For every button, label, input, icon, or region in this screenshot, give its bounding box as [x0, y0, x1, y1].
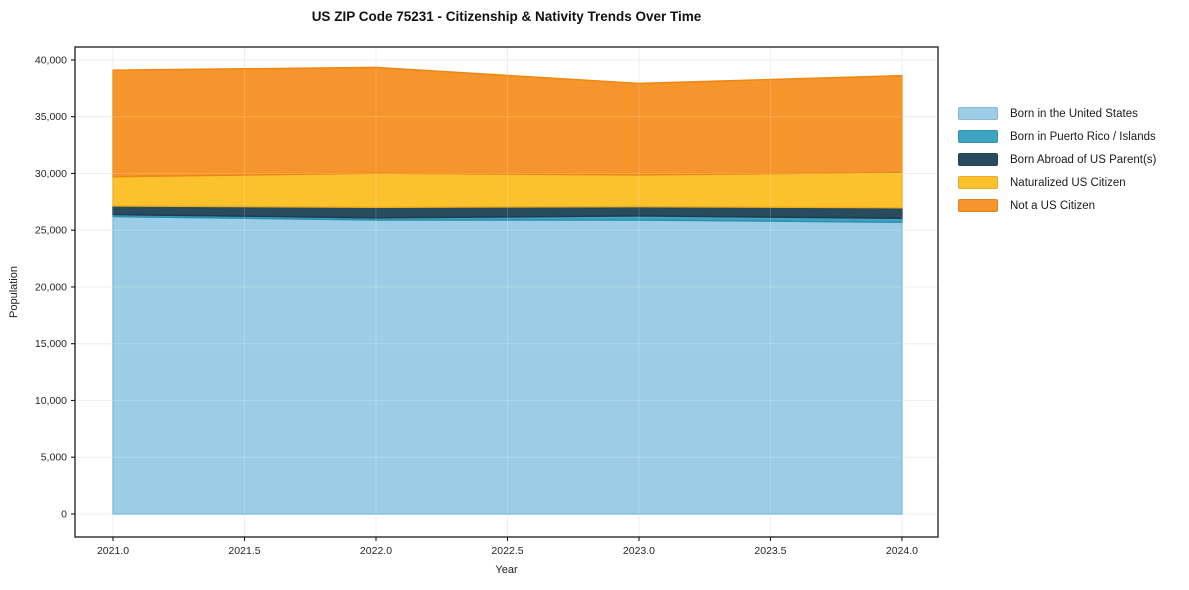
x-tick-label: 2021.5 [228, 545, 260, 557]
legend-item-born-abroad-of-us-parent-s: Born Abroad of US Parent(s) [958, 153, 1156, 166]
y-tick-label: 0 [61, 508, 67, 520]
y-tick-label: 20,000 [35, 281, 67, 293]
x-tick-label: 2023.5 [754, 545, 786, 557]
y-tick-label: 10,000 [35, 395, 67, 407]
x-tick-label: 2023.0 [623, 545, 655, 557]
tick-labels: 0 5,000 10,000 15,000 20,000 25,000 30,000 35,0… [35, 54, 918, 557]
y-tick-label: 40,000 [35, 54, 67, 66]
legend-swatch [958, 176, 998, 189]
legend-swatch [958, 107, 998, 120]
x-axis-label: Year [495, 564, 518, 576]
legend-item-naturalized-us-citizen: Naturalized US Citizen [958, 176, 1156, 189]
legend: Born in the United States Born in Puerto … [958, 107, 1156, 222]
legend-label: Not a US Citizen [1010, 199, 1096, 212]
x-tick-label: 2024.0 [886, 545, 918, 557]
plot-frame [74, 46, 939, 538]
stacked-areas [112, 66, 903, 515]
area-not-a-us-citizen [112, 66, 903, 178]
legend-label: Born Abroad of US Parent(s) [1010, 153, 1157, 166]
y-tick-label: 25,000 [35, 225, 67, 237]
legend-item-not-a-us-citizen: Not a US Citizen [958, 199, 1156, 212]
legend-swatch [958, 153, 998, 166]
legend-label: Born in Puerto Rico / Islands [1010, 130, 1156, 143]
gridlines-overlay [75, 47, 938, 537]
legend-swatch [958, 199, 998, 212]
legend-item-born-in-the-united-states: Born in the United States [958, 107, 1156, 120]
x-tick-label: 2022.0 [360, 545, 392, 557]
x-tick-label: 2021.0 [97, 545, 129, 557]
legend-label: Naturalized US Citizen [1010, 176, 1126, 189]
y-tick-label: 35,000 [35, 111, 67, 123]
chart-title: US ZIP Code 75231 - Citizenship & Nativi… [311, 9, 702, 24]
x-tick-label: 2022.5 [491, 545, 523, 557]
legend-swatch [958, 130, 998, 143]
y-tick-label: 30,000 [35, 168, 67, 180]
y-axis-label: Population [8, 266, 20, 318]
axis-ticks [71, 59, 903, 541]
legend-item-born-in-puerto-rico-islands: Born in Puerto Rico / Islands [958, 130, 1156, 143]
legend-label: Born in the United States [1010, 107, 1138, 120]
y-tick-label: 15,000 [35, 338, 67, 350]
y-tick-label: 5,000 [41, 452, 67, 464]
